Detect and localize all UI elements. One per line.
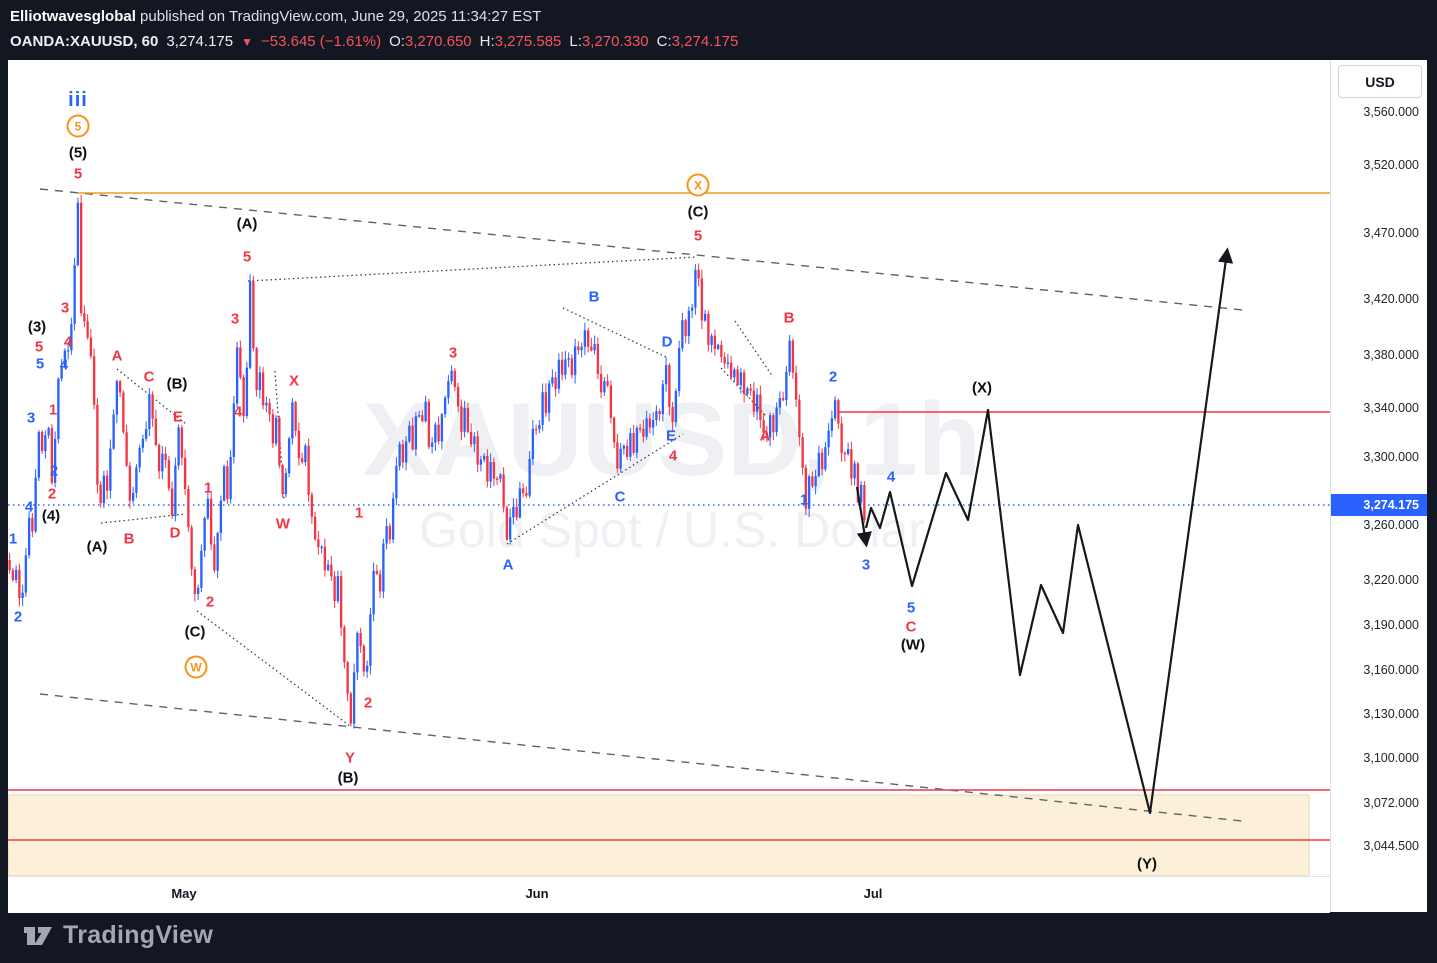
price-tick: 3,300.000 [1363,450,1419,464]
ohlc-close: C:3,274.175 [656,33,739,50]
tradingview-logo[interactable]: TradingView [22,921,213,950]
ohlc-low: L:3,270.330 [569,33,649,50]
svg-text:Gold Spot / U.S. Dollar: Gold Spot / U.S. Dollar [419,502,925,558]
publish-info-text: published on TradingView.com, June 29, 2… [135,8,542,25]
publish-info-line: Elliotwavesglobal published on TradingVi… [10,8,541,25]
price-tick: 3,260.000 [1363,518,1419,532]
time-axis[interactable]: May Jun Jul [8,876,1330,913]
price-tick: 3,340.000 [1363,401,1419,415]
price-axis[interactable]: USD 3,560.000 3,520.000 3,470.000 3,420.000… [1330,60,1427,912]
price-tick: 3,130.000 [1363,707,1419,721]
time-label: Jun [525,886,549,901]
price-tick: 3,044.500 [1363,839,1419,853]
price-tick: 3,560.000 [1363,105,1419,119]
publisher-name: Elliotwavesglobal [10,8,136,25]
ohlc-open: O:3,270.650 [389,33,472,50]
price-tick: 3,470.000 [1363,226,1419,240]
tradingview-logo-icon [24,926,52,945]
price-tick: 3,420.000 [1363,292,1419,306]
price-tick: 3,380.000 [1363,348,1419,362]
price-tick: 3,520.000 [1363,158,1419,172]
last-price: 3,274.175 [166,33,234,50]
price-tick: 3,160.000 [1363,663,1419,677]
price-tick: 3,190.000 [1363,618,1419,632]
down-triangle-icon: ▼ [241,34,253,49]
svg-text:XAUUSD, 1h: XAUUSD, 1h [363,382,981,498]
price-tick: 3,072.000 [1363,796,1419,810]
ohlc-high: H:3,275.585 [479,33,562,50]
symbol-info-line: OANDA:XAUUSD, 60 3,274.175 ▼ −53.645 (−1… [10,33,738,50]
currency-usd-button[interactable]: USD [1338,65,1422,98]
current-price-badge: 3,274.175 [1331,494,1427,516]
time-label: May [171,886,197,901]
chart-pane[interactable]: XAUUSD, 1h Gold Spot / U.S. Dollar May Jun… [8,60,1330,913]
price-tick: 3,220.000 [1363,573,1419,587]
price-tick: 3,100.000 [1363,751,1419,765]
symbol-interval: OANDA:XAUUSD, 60 [10,33,159,50]
time-label: Jul [863,886,883,901]
price-change: −53.645 (−1.61%) [260,33,382,50]
tradingview-logo-text: TradingView [63,921,214,949]
